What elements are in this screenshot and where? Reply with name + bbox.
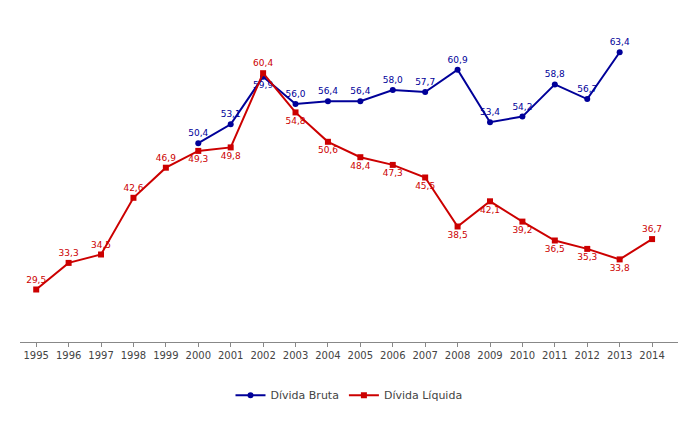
svg-text:2009: 2009 <box>477 350 502 361</box>
svg-text:49,8: 49,8 <box>221 151 241 161</box>
svg-text:2013: 2013 <box>607 350 632 361</box>
svg-text:53,1: 53,1 <box>221 109 241 119</box>
svg-text:Dívida Líquida: Dívida Líquida <box>384 389 462 402</box>
svg-text:2011: 2011 <box>542 350 567 361</box>
svg-text:2004: 2004 <box>315 350 340 361</box>
svg-text:2000: 2000 <box>186 350 211 361</box>
svg-text:56,0: 56,0 <box>285 89 305 99</box>
svg-text:59,9: 59,9 <box>253 80 273 90</box>
svg-text:58,0: 58,0 <box>383 75 403 85</box>
svg-text:36,7: 36,7 <box>642 224 662 234</box>
svg-text:2014: 2014 <box>639 350 664 361</box>
svg-text:34,5: 34,5 <box>91 240 111 250</box>
svg-text:38,5: 38,5 <box>448 230 468 240</box>
svg-text:56,4: 56,4 <box>350 86 370 96</box>
svg-text:42,1: 42,1 <box>480 205 500 215</box>
svg-text:2001: 2001 <box>218 350 243 361</box>
svg-text:60,9: 60,9 <box>448 55 468 65</box>
svg-text:2012: 2012 <box>575 350 600 361</box>
svg-text:57,7: 57,7 <box>415 77 435 87</box>
svg-text:2002: 2002 <box>250 350 275 361</box>
svg-text:39,2: 39,2 <box>512 225 532 235</box>
svg-text:1998: 1998 <box>121 350 146 361</box>
svg-text:42,6: 42,6 <box>123 183 143 193</box>
svg-text:36,5: 36,5 <box>545 244 565 254</box>
svg-text:56,7: 56,7 <box>577 84 597 94</box>
svg-text:45,5: 45,5 <box>415 181 435 191</box>
svg-text:2006: 2006 <box>380 350 405 361</box>
svg-text:29,5: 29,5 <box>26 275 46 285</box>
svg-text:2007: 2007 <box>412 350 437 361</box>
svg-text:60,4: 60,4 <box>253 58 273 68</box>
svg-text:35,3: 35,3 <box>577 252 597 262</box>
svg-text:50,6: 50,6 <box>318 145 338 155</box>
svg-text:49,3: 49,3 <box>188 154 208 164</box>
svg-text:2005: 2005 <box>348 350 373 361</box>
svg-text:50,4: 50,4 <box>188 128 208 138</box>
svg-text:Dívida Bruta: Dívida Bruta <box>271 389 339 402</box>
svg-text:2003: 2003 <box>283 350 308 361</box>
svg-text:47,3: 47,3 <box>383 168 403 178</box>
svg-text:1997: 1997 <box>88 350 113 361</box>
svg-text:46,9: 46,9 <box>156 153 176 163</box>
svg-text:56,4: 56,4 <box>318 86 338 96</box>
svg-text:54,2: 54,2 <box>512 102 532 112</box>
svg-text:1996: 1996 <box>56 350 81 361</box>
svg-text:63,4: 63,4 <box>610 37 630 47</box>
svg-text:33,3: 33,3 <box>59 248 79 258</box>
svg-text:33,8: 33,8 <box>610 263 630 273</box>
svg-text:54,8: 54,8 <box>285 116 305 126</box>
svg-text:2010: 2010 <box>510 350 535 361</box>
svg-text:2008: 2008 <box>445 350 470 361</box>
svg-text:53,4: 53,4 <box>480 107 500 117</box>
svg-text:1999: 1999 <box>153 350 178 361</box>
svg-text:48,4: 48,4 <box>350 161 370 171</box>
svg-text:1995: 1995 <box>23 350 48 361</box>
svg-text:58,8: 58,8 <box>545 69 565 79</box>
